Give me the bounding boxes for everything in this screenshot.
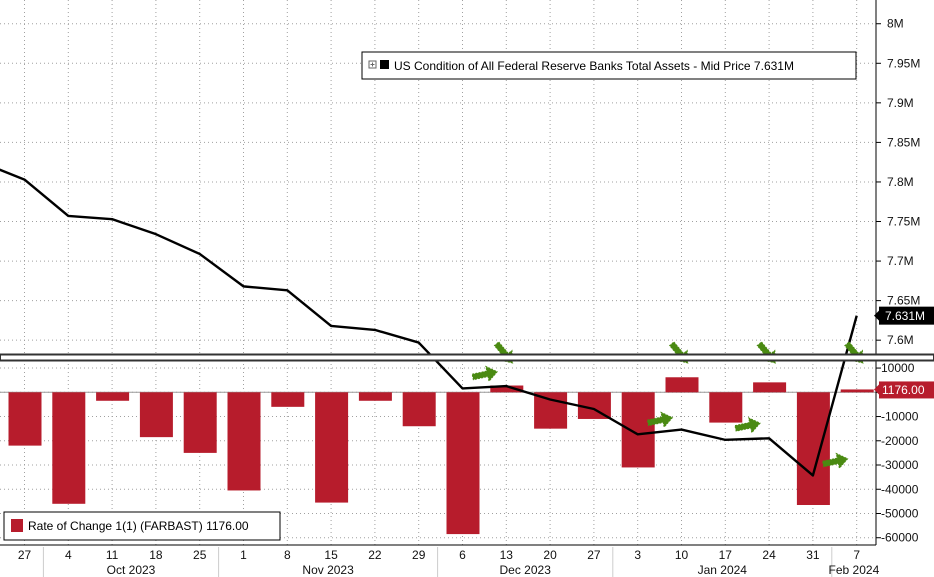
x-day-label: 1 [240,548,247,562]
x-month-label: Feb 2024 [829,563,880,577]
x-day-label: 4 [65,548,72,562]
y-tick-label-top: 7.6M [887,333,914,347]
x-month-label: Oct 2023 [107,563,156,577]
legend-label-bars: Rate of Change 1(1) (FARBAST) 1176.00 [28,519,249,533]
annotation-arrow [471,365,499,383]
rate-of-change-bar [52,392,86,504]
y-tick-label-top: 7.65M [887,294,920,308]
y-tick-label-top: 7.7M [887,254,914,268]
last-value-badge-bars [879,381,934,399]
rate-of-change-bar [315,392,349,503]
x-day-label: 29 [412,548,426,562]
y-tick-label-top: 7.75M [887,215,920,229]
annotation-arrow-shape [734,417,761,434]
x-day-label: 10 [675,548,689,562]
annotation-arrow-shape [821,452,849,470]
total-assets-line-layer [0,168,858,477]
x-day-label: 3 [634,548,641,562]
last-value-badge-line-pointer [874,310,879,321]
y-tick-label-top: 8M [887,17,904,31]
x-day-label: 25 [193,548,207,562]
rate-of-change-bar [227,392,261,491]
last-value-badge-line [879,306,934,325]
annotation-arrow-shape [646,411,674,429]
x-day-label: 6 [459,548,466,562]
x-day-label: 27 [18,548,32,562]
x-day-label: 22 [368,548,382,562]
legend-swatch-bars [11,519,23,532]
rate-of-change-bar [665,377,699,393]
annotation-arrow-shape [471,365,499,383]
rate-of-change-bar [621,392,655,468]
rate-of-change-bar [96,392,130,401]
legend-label-line: US Condition of All Federal Reserve Bank… [394,59,794,73]
rate-of-change-bar [840,389,874,393]
y-tick-label-bottom: -20000 [881,434,919,448]
rate-of-change-bar [446,392,480,535]
rate-of-change-bar [796,392,830,506]
x-month-label: Jan 2024 [698,563,748,577]
x-day-label: 13 [500,548,514,562]
last-value-label-line: 7.631M [885,309,925,323]
y-tick-label-bottom: -50000 [881,506,919,520]
y-tick-label-top: 7.85M [887,135,920,149]
x-day-label: 18 [149,548,163,562]
rate-of-change-bar [271,392,305,407]
annotation-arrow [646,411,674,429]
legend-bottom: Rate of Change 1(1) (FARBAST) 1176.00 [3,511,281,541]
x-day-label: 31 [806,548,820,562]
legend-top: US Condition of All Federal Reserve Bank… [361,51,857,80]
y-tick-label-bottom: -30000 [881,458,919,472]
x-day-label: 27 [587,548,601,562]
y-tick-label-bottom: -60000 [881,531,919,545]
x-day-label: 11 [106,548,119,562]
rate-of-change-bar [402,392,436,427]
panel-separator [0,353,934,362]
x-month-label: Nov 2023 [302,563,354,577]
y-tick-label-bottom: 10000 [881,361,915,375]
x-day-label: 15 [324,548,338,562]
last-value-badge-bars-pointer [874,384,879,395]
x-day-label: 17 [719,548,733,562]
y-tick-label-top: 7.95M [887,56,920,70]
y-tick-label-top: 7.8M [887,175,914,189]
rate-of-change-bars [8,377,874,535]
rate-of-change-bar [490,385,524,393]
y-tick-label-bottom: -40000 [881,482,919,496]
x-day-label: 20 [543,548,557,562]
annotation-arrow [734,417,761,434]
rate-of-change-bar [534,392,568,429]
last-value-label-bars: 1176.00 [882,383,925,397]
rate-of-change-bar [358,392,392,401]
y-tick-label-top: 7.9M [887,96,914,110]
x-day-label: 8 [284,548,291,562]
rate-of-change-bar [8,392,42,446]
annotation-arrow [821,452,849,470]
legend-swatch-line [380,60,389,69]
x-day-label: 24 [762,548,776,562]
rate-of-change-bar [753,382,787,393]
rate-of-change-bar [709,392,743,423]
x-day-label: 7 [853,548,860,562]
y-tick-label-bottom: -10000 [881,410,919,424]
rate-of-change-bar [139,392,173,438]
last-value-badges: 7.631M 1176.00 [874,306,934,399]
x-month-label: Dec 2023 [500,563,552,577]
rate-of-change-bar [183,392,217,453]
